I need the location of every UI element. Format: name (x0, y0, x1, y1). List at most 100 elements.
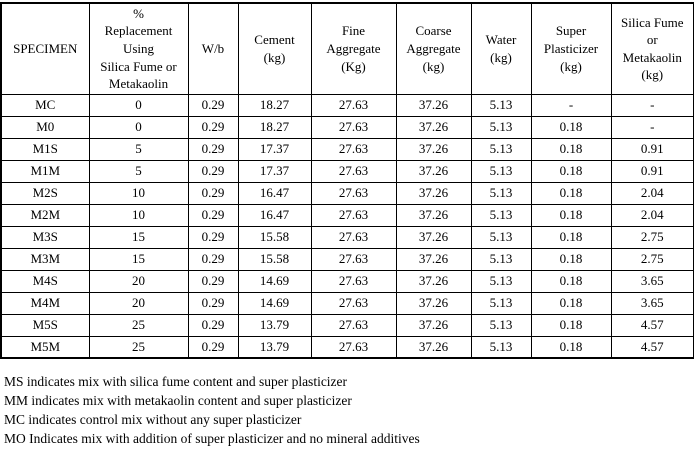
table-cell: 2.75 (610, 225, 694, 249)
table-cell: 0.18 (530, 291, 612, 315)
table-cell: 0.18 (530, 181, 612, 205)
cell-specimen: M2M (0, 203, 90, 227)
table-cell: 13.79 (237, 335, 312, 359)
table-cell: 27.63 (310, 269, 397, 293)
table-cell: 10 (88, 181, 189, 205)
table-cell: 25 (88, 313, 189, 337)
table-cell: 10 (88, 203, 189, 227)
table-cell: 37.26 (395, 137, 472, 161)
table-cell: 5.13 (470, 269, 532, 293)
table-cell: 0.18 (530, 269, 612, 293)
table-cell: 16.47 (237, 181, 312, 205)
cell-specimen: M3M (0, 247, 90, 271)
table-cell: 0.29 (187, 335, 239, 359)
table-cell: 27.63 (310, 159, 397, 183)
header-percent-replacement: % Replacement Using Silica Fume or Metak… (88, 2, 189, 95)
mix-proportions-table: SPECIMEN % Replacement Using Silica Fume… (0, 2, 694, 359)
footnote-mc: MC indicates control mix without any sup… (4, 412, 302, 427)
table-cell: 0.29 (187, 115, 239, 139)
table-cell: 0.29 (187, 291, 239, 315)
cell-specimen: MC (0, 93, 90, 117)
table-cell: 27.63 (310, 181, 397, 205)
header-wb-ratio: W/b (187, 2, 239, 95)
table-row: M5M 25 0.29 13.79 27.63 37.26 5.13 0.18 4.57 (0, 335, 694, 359)
table-cell: 0.18 (530, 335, 612, 359)
table-row: M4S 20 0.29 14.69 27.63 37.26 5.13 0.18 3.65 (0, 269, 694, 293)
table-cell: 5 (88, 137, 189, 161)
table-cell: 0.18 (530, 159, 612, 183)
table-row: M3M 15 0.29 15.58 27.63 37.26 5.13 0.18 2.75 (0, 247, 694, 271)
table-row: M0 0 0.29 18.27 27.63 37.26 5.13 0.18- (0, 115, 694, 139)
cell-specimen: M1M (0, 159, 90, 183)
table-cell: 5.13 (470, 291, 532, 315)
table-row: M1M 5 0.29 17.37 27.63 37.26 5.13 0.18 0.91 (0, 159, 694, 183)
table-row: M1S 5 0.29 17.37 27.63 37.26 5.13 0.18 0.91 (0, 137, 694, 161)
table-cell: 14.69 (237, 269, 312, 293)
table-cell: 17.37 (237, 159, 312, 183)
table-cell: - (610, 93, 694, 117)
table-cell: 37.26 (395, 225, 472, 249)
table-cell: 5 (88, 159, 189, 183)
table-cell: 0.29 (187, 93, 239, 117)
table-cell: 4.57 (610, 313, 694, 337)
table-cell: 37.26 (395, 335, 472, 359)
table-cell: 15.58 (237, 247, 312, 271)
table-cell: 0.18 (530, 313, 612, 337)
table-cell: 0.29 (187, 203, 239, 227)
footnotes: MS indicates mix with silica fume conten… (4, 372, 694, 448)
table-cell: 18.27 (237, 93, 312, 117)
table-cell: 4.57 (610, 335, 694, 359)
table-cell: 37.26 (395, 159, 472, 183)
table-cell: 27.63 (310, 203, 397, 227)
cell-specimen: M5M (0, 335, 90, 359)
table-cell: 0.91 (610, 137, 694, 161)
cell-specimen: M0 (0, 115, 90, 139)
table-cell: 0 (88, 93, 189, 117)
table-header: SPECIMEN % Replacement Using Silica Fume… (0, 2, 694, 95)
cell-specimen: M5S (0, 313, 90, 337)
table-cell: - (530, 93, 612, 117)
table-cell: 5.13 (470, 115, 532, 139)
table-cell: 0.29 (187, 137, 239, 161)
table-row: MC 0 0.29 18.27 27.63 37.26 5.13- - (0, 93, 694, 117)
header-super-plasticizer: Super Plasticizer (kg) (530, 2, 612, 95)
table-cell: 0.18 (530, 247, 612, 271)
table-cell: 37.26 (395, 181, 472, 205)
header-water: Water (kg) (470, 2, 532, 95)
footnote-mm: MM indicates mix with metakaolin content… (4, 393, 352, 408)
table-cell: 27.63 (310, 225, 397, 249)
table-cell: 37.26 (395, 247, 472, 271)
table-cell: 0.29 (187, 181, 239, 205)
header-coarse-aggregate: Coarse Aggregate (kg) (395, 2, 472, 95)
table-cell: 5.13 (470, 335, 532, 359)
table-cell: 14.69 (237, 291, 312, 315)
table-cell: 0.29 (187, 313, 239, 337)
table-cell: 27.63 (310, 115, 397, 139)
cell-specimen: M4M (0, 291, 90, 315)
table-cell: 13.79 (237, 313, 312, 337)
table-cell: 2.04 (610, 203, 694, 227)
table-cell: 16.47 (237, 203, 312, 227)
table-cell: 3.65 (610, 291, 694, 315)
table-cell: 3.65 (610, 269, 694, 293)
table-cell: 15 (88, 225, 189, 249)
table-cell: 0 (88, 115, 189, 139)
table-cell: 0.29 (187, 269, 239, 293)
table-cell: 37.26 (395, 313, 472, 337)
table-cell: 27.63 (310, 335, 397, 359)
table-cell: 0.29 (187, 159, 239, 183)
table-cell: 27.63 (310, 313, 397, 337)
table-cell: 2.75 (610, 247, 694, 271)
table-cell: 0.18 (530, 137, 612, 161)
header-row: SPECIMEN % Replacement Using Silica Fume… (0, 2, 694, 95)
table-cell: - (610, 115, 694, 139)
cell-specimen: M3S (0, 225, 90, 249)
table-cell: 5.13 (470, 93, 532, 117)
table-cell: 20 (88, 269, 189, 293)
table-cell: 27.63 (310, 247, 397, 271)
table-cell: 0.18 (530, 225, 612, 249)
table-cell: 17.37 (237, 137, 312, 161)
table-cell: 0.18 (530, 203, 612, 227)
table-cell: 5.13 (470, 225, 532, 249)
